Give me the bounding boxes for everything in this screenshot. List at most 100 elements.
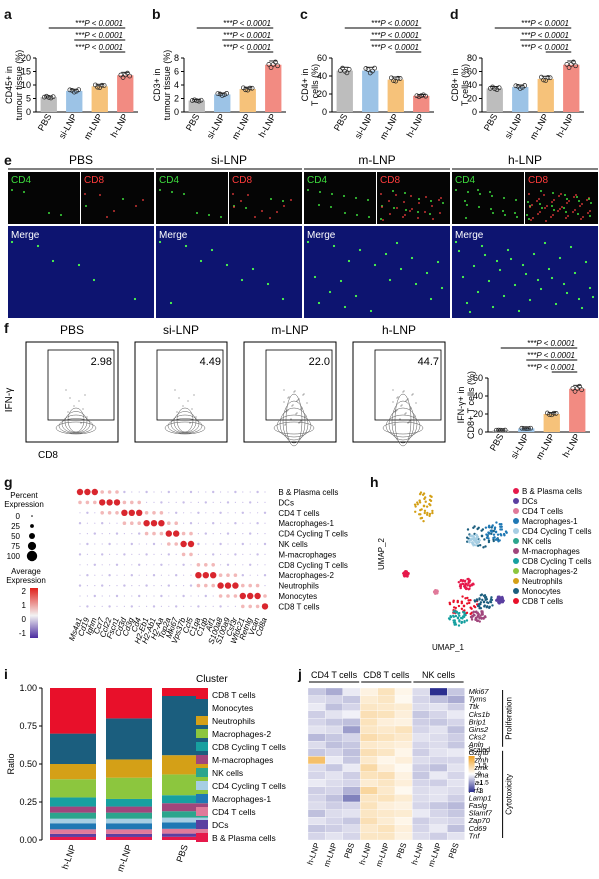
event-dot xyxy=(84,394,86,396)
cd8-label: CD8 xyxy=(528,175,548,186)
umap-point xyxy=(481,598,484,602)
cd4-spot xyxy=(589,215,591,217)
section-label: Proliferation xyxy=(505,697,514,740)
merge-spot xyxy=(528,298,532,302)
umap-point xyxy=(482,617,485,620)
umap-point xyxy=(430,495,433,499)
dot xyxy=(168,564,170,566)
cd8-spot xyxy=(567,215,569,217)
heat-cell xyxy=(377,687,396,696)
percent-dot xyxy=(31,515,33,517)
dot xyxy=(257,574,259,576)
umap-point xyxy=(462,585,466,588)
legend-label: CD8 Cycling T cells xyxy=(522,557,592,566)
dot xyxy=(204,532,207,535)
heat-cell xyxy=(394,748,413,757)
dot xyxy=(131,553,133,555)
gene-label: Lamp1 xyxy=(469,793,492,802)
dot xyxy=(175,605,178,608)
dot xyxy=(158,520,165,527)
heat-cell xyxy=(447,718,465,727)
merge-label: Merge xyxy=(307,230,336,241)
event-dot xyxy=(86,416,88,418)
event-dot xyxy=(302,394,304,396)
merge-spot xyxy=(339,279,343,283)
heat-cell xyxy=(325,733,343,742)
heat-cell xyxy=(325,703,343,711)
x-tick-label: m-LNP xyxy=(115,843,134,873)
event-dot xyxy=(67,411,69,413)
heat-cell xyxy=(429,733,448,742)
bar-h-LNP xyxy=(117,75,134,112)
umap-point xyxy=(426,511,429,515)
significance-label: ***P < 0.0001 xyxy=(527,363,575,372)
stack-segment xyxy=(162,828,208,834)
umap-point xyxy=(431,509,434,513)
legend-swatch xyxy=(196,690,208,699)
significance-label: ***P < 0.0001 xyxy=(521,19,569,28)
dot xyxy=(248,604,252,609)
gate xyxy=(47,349,115,421)
x-tick-label: h-LNP xyxy=(257,112,278,139)
dot xyxy=(160,501,163,504)
umap-point xyxy=(475,610,478,613)
event-dot xyxy=(392,389,394,391)
umap-point xyxy=(470,618,474,621)
dot xyxy=(190,501,192,503)
heat-cell xyxy=(394,733,413,742)
legend-swatch xyxy=(513,518,519,524)
merge-spot xyxy=(547,267,551,271)
heat-cell xyxy=(429,687,448,696)
data-point xyxy=(372,65,378,71)
cd4-spot xyxy=(368,216,370,218)
umap-point xyxy=(457,580,461,584)
heat-cell xyxy=(429,832,448,841)
umap-point xyxy=(418,499,421,502)
dot xyxy=(99,499,106,506)
cd4-spot xyxy=(122,198,124,200)
legend-label: Neutrophils xyxy=(522,577,562,586)
flow-panel-f: IFN-γ CD8 PBS 2.98 si-LNP 4.49 m-LNP 22.0 h-LNP 4… xyxy=(4,323,446,461)
dot xyxy=(227,553,229,555)
y-tick-label: 0 xyxy=(322,107,327,117)
cd8-image xyxy=(81,172,154,224)
dot xyxy=(212,501,214,503)
legend-swatch xyxy=(196,716,208,725)
cd4-spot xyxy=(491,195,493,197)
legend-swatch xyxy=(196,742,208,751)
cd8-spot xyxy=(561,206,563,208)
cd4-spot xyxy=(478,206,480,208)
heat-cell xyxy=(360,771,378,780)
dot xyxy=(239,592,246,600)
umap-point xyxy=(424,500,427,503)
bar-m-LNP xyxy=(537,78,554,112)
umap-point xyxy=(473,605,477,609)
event-dot xyxy=(304,416,306,418)
heat-cell xyxy=(394,756,413,765)
gene-label: Zap70 xyxy=(468,816,491,825)
legend-label: Macrophages-2 xyxy=(522,567,578,576)
data-point xyxy=(571,59,576,65)
umap-point xyxy=(425,505,429,508)
umap-point xyxy=(419,517,422,520)
heat-cell xyxy=(325,794,343,803)
umap-point xyxy=(478,607,481,610)
heat-cell xyxy=(342,703,361,711)
data-point xyxy=(517,86,523,91)
event-dot xyxy=(394,423,396,425)
umap-point xyxy=(462,604,466,608)
cd4-spot xyxy=(489,191,491,193)
dot xyxy=(107,490,112,494)
cd4-spot xyxy=(504,214,506,216)
dot xyxy=(187,540,195,548)
contour xyxy=(58,418,94,434)
cd8-spot xyxy=(402,216,404,218)
heat-cell xyxy=(429,741,448,749)
heat-cell xyxy=(377,771,396,780)
dot xyxy=(123,553,126,556)
heat-cell xyxy=(447,756,465,765)
dot xyxy=(264,522,266,524)
dot xyxy=(220,501,222,503)
bar-h-LNP xyxy=(569,388,586,432)
umap-point xyxy=(476,535,479,538)
